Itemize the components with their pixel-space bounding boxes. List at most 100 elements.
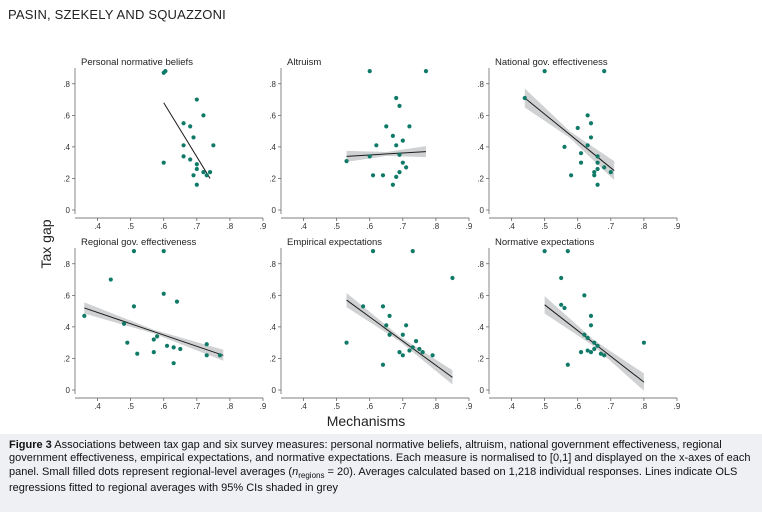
x-tick-label: .4	[300, 222, 307, 231]
data-point	[188, 157, 193, 162]
y-tick-label: 0	[272, 386, 277, 395]
data-point	[217, 353, 223, 358]
running-head: PASIN, SZEKELY AND SQUAZZONI	[8, 7, 226, 22]
data-point	[370, 249, 376, 254]
data-point	[204, 342, 209, 347]
data-point	[559, 302, 564, 307]
fit-line	[163, 102, 211, 179]
x-tick-label: .7	[399, 402, 406, 411]
x-tick-label: .7	[193, 222, 200, 231]
data-point	[390, 133, 395, 138]
panel-title: Regional gov. effectiveness	[81, 237, 197, 248]
data-point	[595, 154, 600, 159]
data-point	[585, 143, 590, 148]
data-point	[588, 313, 594, 318]
x-tick-label: .8	[227, 222, 234, 231]
caption-text-2: = 20). Averages calculated based on 1,21…	[9, 465, 738, 495]
data-point	[562, 305, 567, 311]
x-tick-label: .6	[574, 402, 581, 411]
data-point	[565, 249, 570, 254]
x-tick-label: .8	[433, 402, 440, 411]
data-point	[384, 124, 389, 129]
y-tick-label: 0	[66, 386, 71, 395]
data-point	[450, 275, 455, 281]
data-point	[595, 166, 600, 172]
y-tick-label: .6	[63, 111, 70, 120]
x-tick-label: .7	[607, 222, 614, 231]
data-point	[602, 69, 607, 74]
data-point	[569, 173, 574, 178]
data-point	[394, 95, 399, 101]
data-point	[598, 351, 603, 356]
data-point	[135, 351, 140, 356]
x-tick-label: .5	[127, 402, 134, 411]
data-point	[181, 121, 186, 126]
data-point	[82, 313, 87, 318]
data-point	[387, 332, 392, 337]
data-point	[602, 165, 607, 170]
data-point	[397, 103, 402, 108]
x-tick-label: .8	[227, 402, 234, 411]
data-point	[204, 173, 209, 178]
data-point	[420, 350, 425, 355]
data-point	[595, 160, 600, 165]
x-axis-title: Mechanisms	[327, 413, 406, 429]
figure-caption: Figure 3 Associations between tax gap an…	[9, 439, 755, 496]
data-point	[585, 348, 590, 353]
data-point	[344, 340, 349, 345]
data-point	[400, 160, 405, 165]
data-point	[400, 332, 405, 337]
data-point	[522, 95, 527, 101]
data-point	[559, 275, 564, 281]
x-tick-label: .4	[508, 402, 515, 411]
data-point	[585, 335, 590, 341]
x-tick-label: .6	[366, 222, 373, 231]
x-tick-label: .4	[94, 402, 101, 411]
data-point	[191, 173, 196, 178]
data-point	[562, 144, 567, 149]
caption-background	[0, 434, 762, 512]
data-point	[407, 124, 412, 129]
data-point	[542, 249, 547, 254]
data-point	[582, 293, 587, 298]
y-tick-label: .6	[63, 291, 70, 300]
data-point	[397, 152, 402, 157]
x-tick-label: .4	[508, 222, 515, 231]
y-tick-label: .4	[63, 143, 70, 152]
x-tick-label: .8	[641, 402, 648, 411]
data-point	[204, 353, 209, 358]
y-tick-label: 0	[66, 206, 71, 215]
x-tick-label: .5	[333, 222, 340, 231]
data-point	[400, 353, 405, 358]
y-tick-label: .2	[63, 174, 70, 183]
panel-1: Personal normative beliefs 0 .2 .4 .6 .8 .4 .5.…	[63, 57, 267, 231]
data-point	[380, 362, 386, 367]
y-tick-label: .6	[477, 111, 484, 120]
data-point	[592, 346, 597, 352]
data-point	[413, 338, 419, 344]
y-tick-label: 0	[272, 206, 277, 215]
panel-title: Empirical expectations	[287, 237, 382, 248]
fit-line	[84, 307, 224, 356]
y-tick-label: .4	[477, 143, 484, 152]
data-point	[387, 313, 392, 318]
data-point	[585, 113, 590, 118]
x-tick-label: .5	[541, 402, 548, 411]
data-point	[578, 160, 584, 165]
panels-group: Personal normative beliefs 0 .2 .4 .6 .8 .4 .5.…	[63, 57, 681, 411]
y-tick-label: .4	[269, 143, 276, 152]
data-point	[595, 343, 600, 348]
x-tick-label: .9	[674, 222, 681, 231]
panel-3: National gov. effectiveness 0 .2 .4 .6 .8 .4 .5…	[477, 57, 681, 231]
data-point	[174, 299, 180, 304]
data-point	[131, 304, 137, 309]
data-point	[367, 69, 372, 74]
data-point	[641, 340, 647, 345]
data-point	[344, 158, 349, 164]
caption-label: Figure 3	[9, 439, 52, 451]
y-tick-label: .6	[269, 111, 276, 120]
y-tick-label: .8	[63, 260, 70, 269]
y-tick-label: .2	[477, 354, 484, 363]
data-point	[578, 350, 584, 355]
x-tick-label: .9	[466, 402, 473, 411]
